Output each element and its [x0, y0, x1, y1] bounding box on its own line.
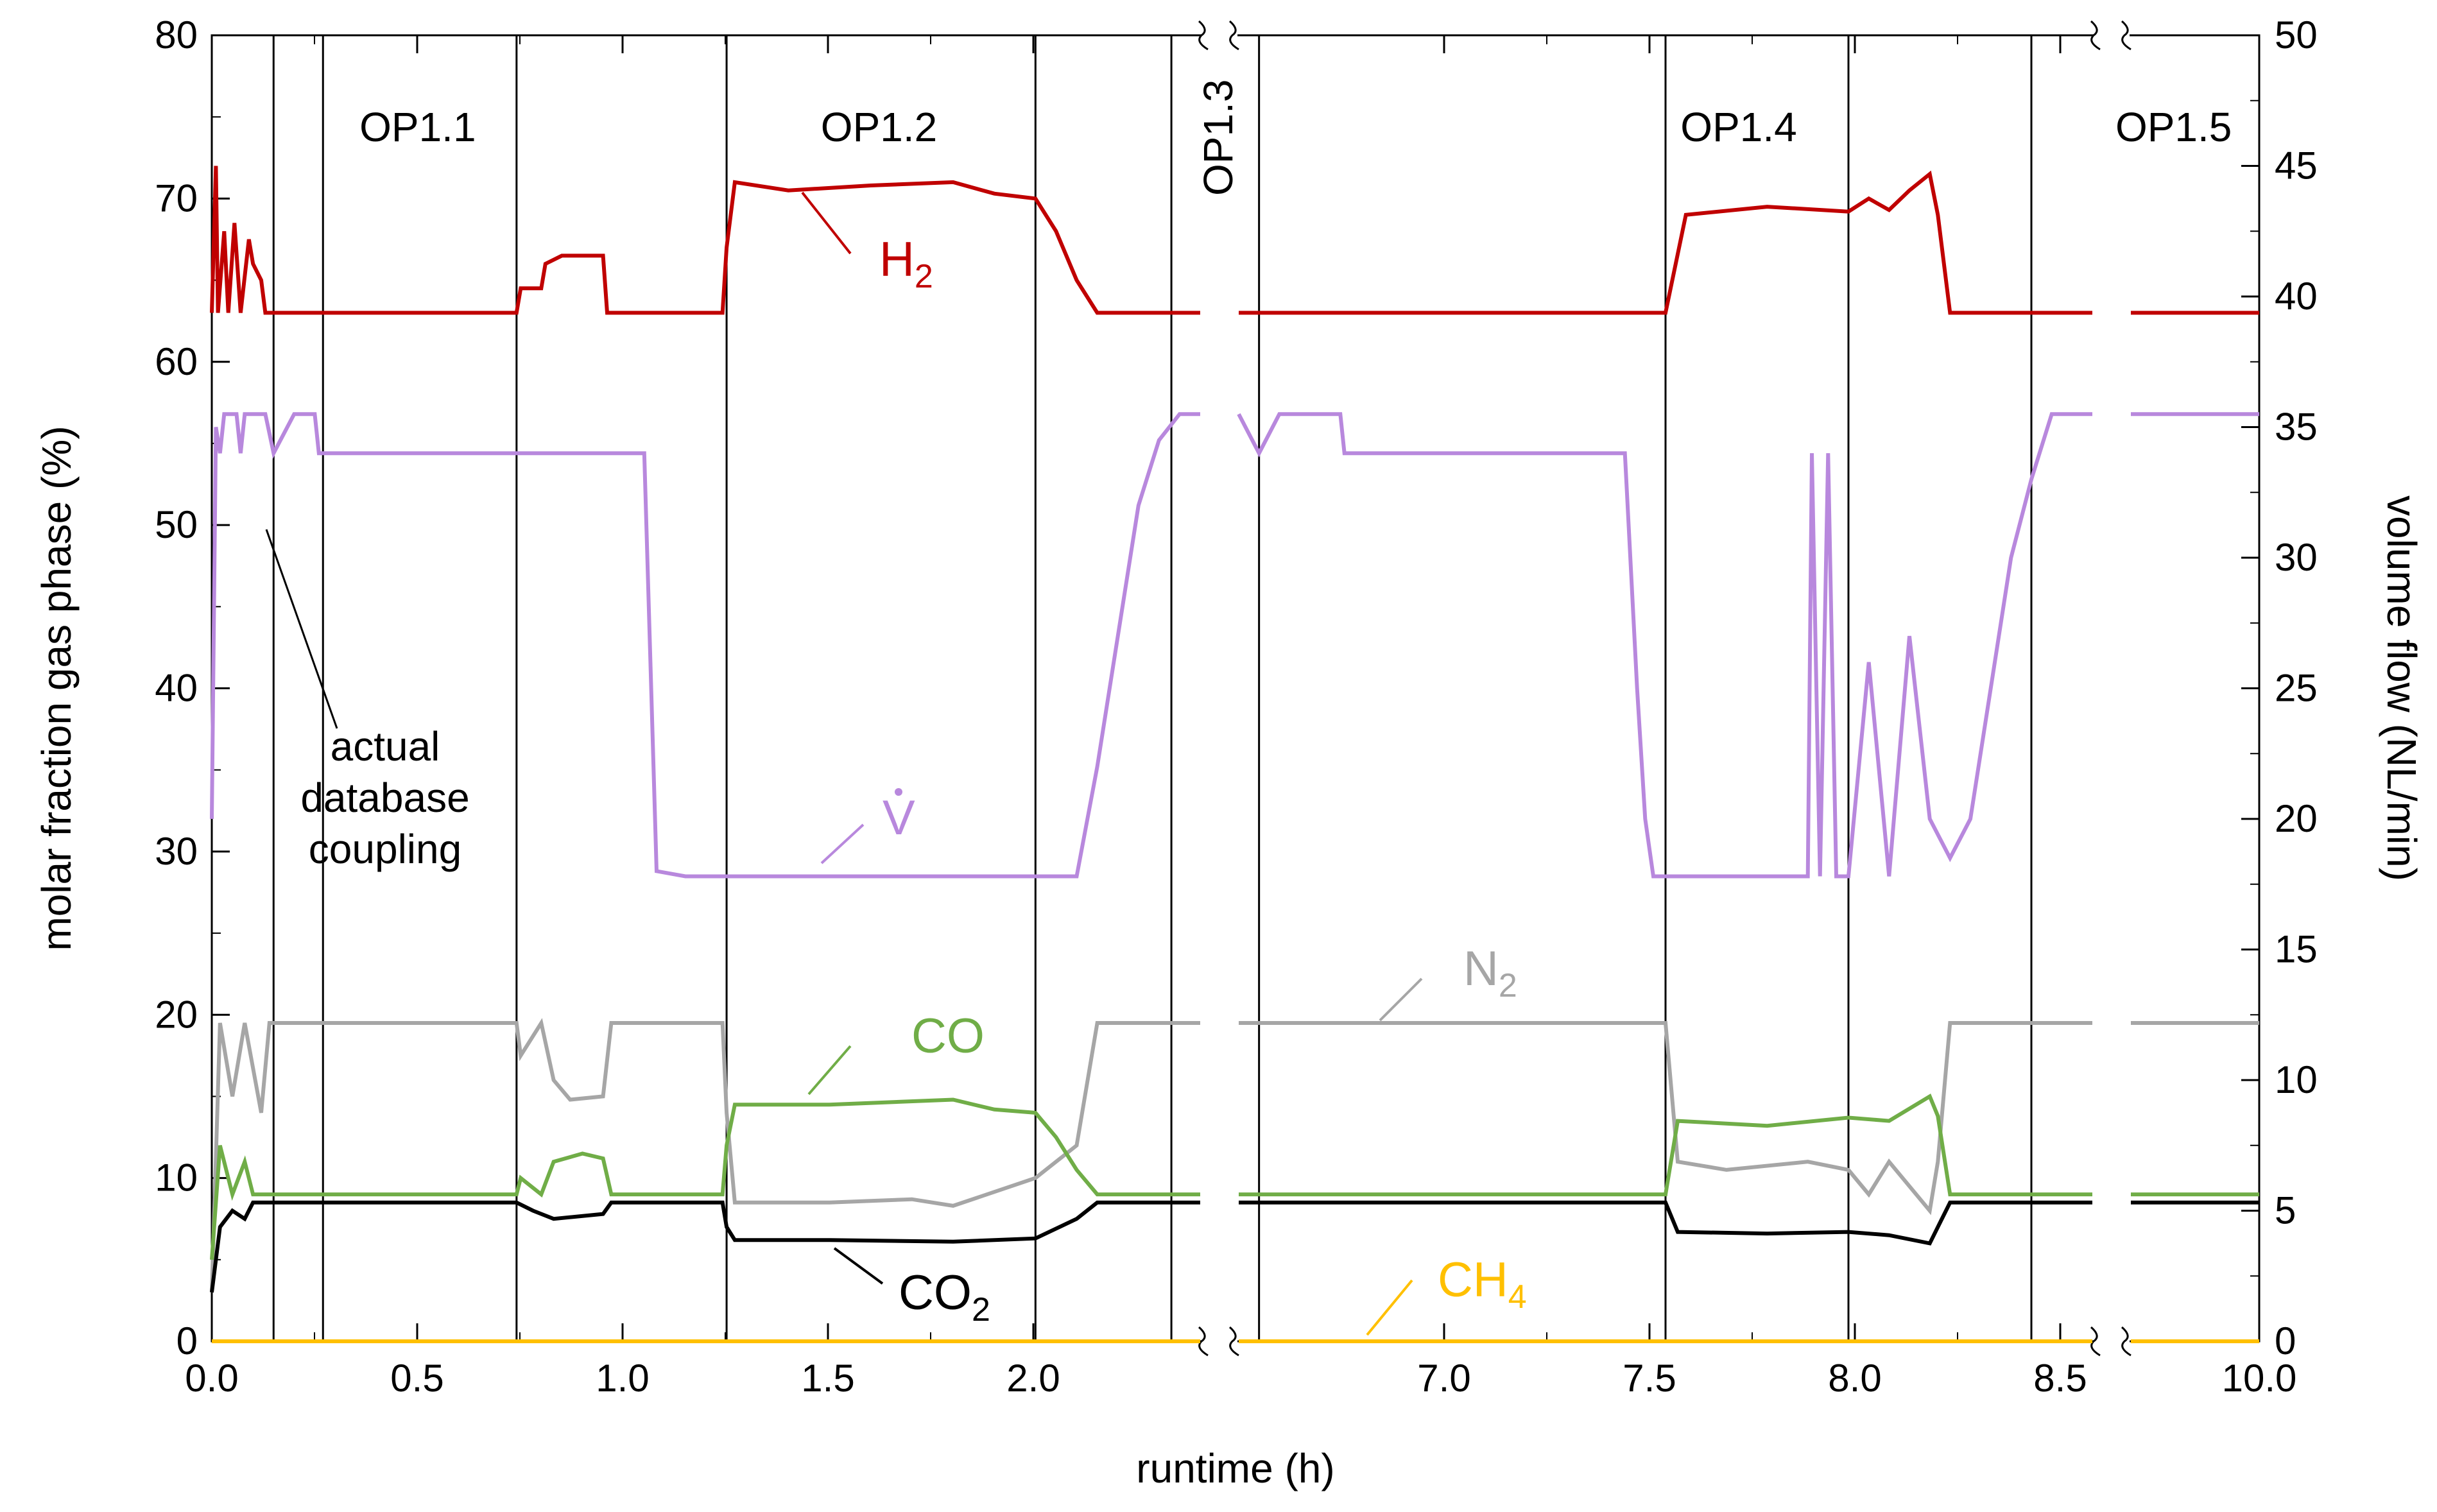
axis-break-gap-bottom: [2094, 1337, 2130, 1345]
series-label-main: V: [883, 791, 915, 845]
series-line-co2: [1239, 1200, 2092, 1246]
series-label-main: CO: [911, 1009, 985, 1063]
series-line-n2: [210, 1018, 1200, 1293]
v-dot-accent: [895, 788, 902, 796]
x-tick-label: 1.5: [801, 1357, 854, 1400]
series-label-main: CO: [899, 1266, 972, 1320]
series-label-subscript: 2: [1499, 967, 1517, 1004]
y2-tick-label: 45: [2275, 144, 2318, 187]
series-label-co2: CO2: [899, 1266, 990, 1328]
axis-break-mark: [2121, 20, 2131, 51]
annotation-leader: [265, 529, 338, 729]
series-leader-n2: [1379, 977, 1423, 1022]
series-line-co: [1239, 1094, 2092, 1197]
axis-break-mark: [2090, 20, 2101, 51]
axis-break-mark: [1228, 1326, 1239, 1357]
y-tick-label: 70: [155, 176, 198, 219]
y2-tick-label: 15: [2275, 928, 2318, 971]
y2-tick-label: 25: [2275, 667, 2318, 710]
y-tick-label: 60: [155, 340, 198, 383]
series-label-h2: H2: [879, 232, 933, 295]
series-label-v-dot: V: [883, 791, 915, 845]
op-label: OP1.5: [2115, 104, 2232, 150]
x-tick-label: 7.5: [1623, 1357, 1676, 1400]
y2-tick-label: 35: [2275, 406, 2318, 449]
x-tick-label: 10.0: [2222, 1357, 2297, 1400]
axis-break-gap-top: [1201, 31, 1237, 39]
series-leader-co: [807, 1045, 852, 1095]
y-tick-label: 50: [155, 503, 198, 546]
y2-tick-label: 10: [2275, 1058, 2318, 1101]
series-label-subscript: 2: [972, 1291, 990, 1328]
op-label: OP1.3: [1195, 80, 1241, 196]
y-tick-label: 40: [155, 667, 198, 710]
y-tick-label: 0: [177, 1319, 198, 1362]
series-group: [210, 166, 2259, 1343]
y2-tick-label: 0: [2275, 1319, 2296, 1362]
x-tick-label: 7.0: [1417, 1357, 1470, 1400]
axis-break-mark: [1198, 1326, 1209, 1357]
op-label: OP1.4: [1680, 104, 1796, 150]
series-line-v-dot: [210, 412, 1200, 879]
x-tick-label: 8.0: [1828, 1357, 1881, 1400]
series-label-subscript: 2: [915, 258, 933, 295]
axis-break-gap-bottom: [1201, 1337, 1237, 1345]
x-tick-label: 1.0: [596, 1357, 649, 1400]
series-leader-h2: [801, 191, 852, 255]
series-label-main: CH: [1438, 1253, 1508, 1307]
series-label-ch4: CH4: [1438, 1253, 1527, 1316]
axis-break-mark: [1198, 20, 1209, 51]
x-tick-label: 0.0: [185, 1357, 238, 1400]
y2-tick-label: 20: [2275, 797, 2318, 840]
series-label-main: H: [879, 232, 915, 287]
y-tick-label: 80: [155, 13, 198, 56]
series-label-co: CO: [911, 1009, 985, 1063]
y-tick-label: 10: [155, 1156, 198, 1199]
series-leader-v-dot: [820, 823, 865, 864]
axis-break-mark: [1228, 20, 1239, 51]
series-line-co2: [210, 1200, 1200, 1293]
series-leader-ch4: [1366, 1279, 1413, 1336]
series-label-subscript: 4: [1508, 1278, 1527, 1316]
y2-tick-label: 30: [2275, 536, 2318, 579]
series-line-h2: [1239, 170, 2092, 315]
x-tick-label: 2.0: [1006, 1357, 1060, 1400]
x-axis-title: runtime (h): [1136, 1445, 1334, 1491]
plot-frame: [211, 34, 2260, 1343]
op-label: OP1.1: [359, 104, 476, 150]
y2-tick-label: 40: [2275, 275, 2318, 318]
series-line-v-dot: [1237, 412, 2092, 879]
op-label: OP1.2: [821, 104, 937, 150]
series-line-h2: [210, 166, 1200, 315]
annotation-line: database: [300, 775, 469, 821]
axis-break-gap-top: [2094, 31, 2130, 39]
series-label-n2: N2: [1463, 941, 1517, 1004]
y2-axis-title: volume flow (NL/min): [2379, 495, 2425, 881]
series-line-co: [210, 1097, 1200, 1260]
axis-break-mark: [2121, 1326, 2131, 1357]
series-leader-co2: [833, 1247, 884, 1285]
annotation-line: coupling: [309, 826, 461, 872]
axis-break-mark: [2090, 1326, 2101, 1357]
annotation-line: actual: [331, 723, 440, 769]
y-tick-label: 20: [155, 993, 198, 1036]
x-tick-label: 8.5: [2033, 1357, 2087, 1400]
y-tick-label: 30: [155, 830, 198, 873]
y-axis-title: molar fraction gas phase (%): [33, 425, 80, 950]
series-label-main: N: [1463, 941, 1499, 996]
y2-tick-label: 5: [2275, 1189, 2296, 1232]
x-tick-label: 0.5: [390, 1357, 443, 1400]
y2-tick-label: 50: [2275, 13, 2318, 56]
